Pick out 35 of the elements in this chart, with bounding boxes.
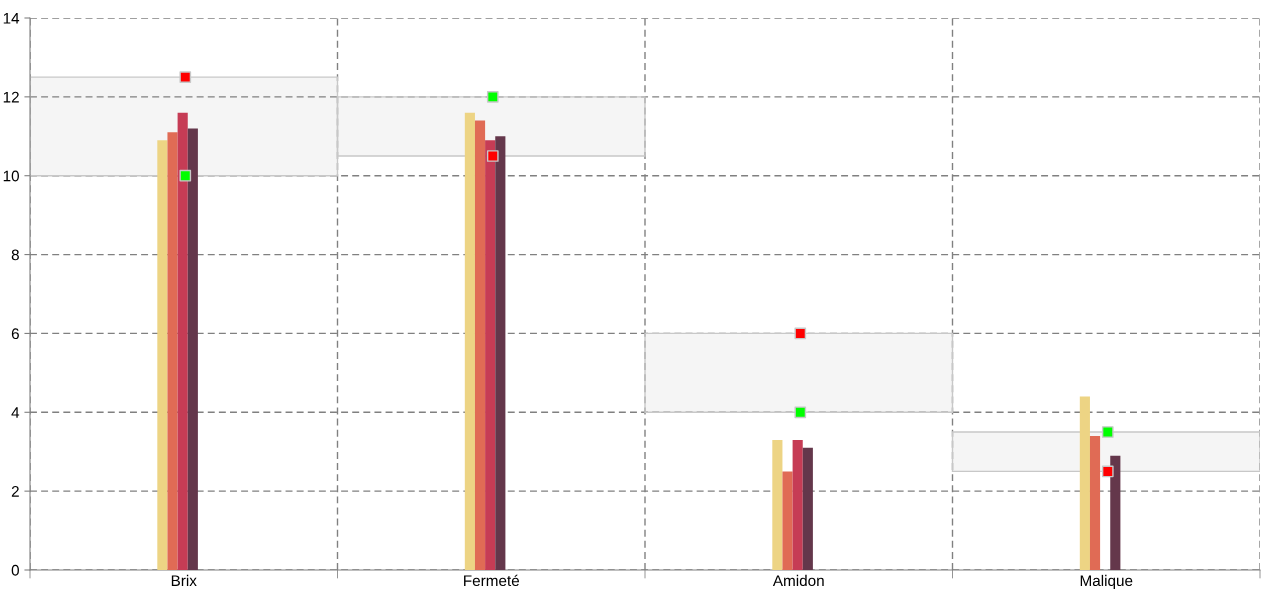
y-tick-label: 4 [11,407,20,418]
y-tick-label: 8 [11,249,19,261]
bar [782,471,793,570]
point [794,327,807,340]
bar [474,120,486,570]
bar [772,439,783,570]
point [1101,426,1114,438]
bar [495,136,506,570]
y-tick-label: 14 [3,13,20,24]
bar [1079,396,1090,570]
bar [167,132,178,570]
point [179,71,192,83]
point [179,169,192,182]
point [486,91,499,103]
point [1101,465,1114,478]
point [794,406,807,419]
x-tick-label: Amidon [772,574,824,587]
bar [157,140,168,570]
point [486,150,499,162]
y-tick-label: 10 [3,170,19,182]
y-tick-label: 6 [11,328,19,340]
bar [187,128,198,570]
y-tick-label: 12 [3,91,19,103]
bar [1089,435,1101,570]
bar [464,112,475,570]
bar [177,112,188,570]
bar [792,439,803,570]
x-tick-label: Fermeté [464,574,520,587]
bar [1110,455,1121,570]
bar [802,447,813,570]
bar [485,140,496,570]
y-tick-label: 2 [11,486,19,497]
x-tick-label: Brix [171,574,197,586]
x-tick-label: Malique [1080,574,1133,590]
y-tick-label: 0 [11,564,19,576]
